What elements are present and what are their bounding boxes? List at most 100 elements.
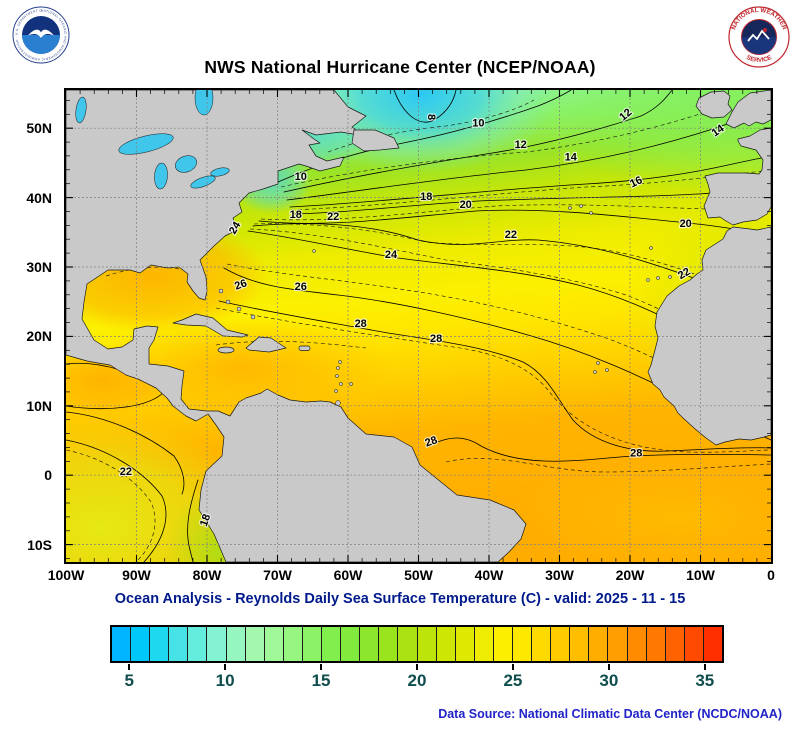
isotherm-22-pacific: [66, 439, 167, 562]
contour-label: 12: [515, 139, 527, 151]
colorbar-tick-label: 35: [695, 671, 715, 690]
colorbar-tick: [320, 664, 323, 670]
contour-label: 24: [385, 249, 398, 261]
colorbar-cell: [378, 627, 398, 661]
contour-label: 18: [198, 513, 213, 529]
isotherm-28-north: [218, 300, 771, 452]
contour-label: 10: [472, 117, 484, 129]
colorbar-cell: [244, 627, 264, 661]
y-axis-tick-label: 0: [44, 467, 52, 483]
colorbar-tick-label: 25: [503, 671, 523, 690]
colorbar-tick-label: 20: [407, 671, 427, 690]
colorbar-cell: [664, 627, 684, 661]
x-axis-tick-label: 60W: [333, 567, 363, 583]
map-frame: 8 10 10 12 12 14 14 16 18 18 18 20 20 22 22 22 22 24 24 26 2…: [64, 88, 773, 564]
contour-label: 26: [233, 277, 249, 292]
colorbar-tick: [703, 664, 706, 670]
axis-ticks: [66, 90, 771, 562]
y-axis-tick-label: 50N: [26, 120, 52, 136]
noaa-logo: NATIONAL OCEANIC AND ATMOSPHERIC ADMINIS…: [12, 6, 70, 64]
colorbar-tick-label: 5: [124, 671, 134, 690]
isotherm-26-pacific: [66, 411, 185, 495]
nws-graph-icon: [747, 29, 770, 42]
lake-superior: [118, 133, 174, 155]
colorbar: [110, 625, 724, 663]
nws-ring-bottom-text: SERVICE: [745, 54, 773, 64]
colorbar-cell: [168, 627, 188, 661]
y-axis-tick-label: 10N: [26, 398, 52, 414]
isotherm-8: [393, 90, 457, 123]
y-axis-tick-label: 20N: [26, 328, 52, 344]
contour-label: 28: [630, 448, 642, 460]
x-axis-tick-label: 100W: [47, 567, 85, 583]
x-axis-tick-label: 0: [767, 567, 775, 583]
lakes: [75, 90, 230, 190]
colorbar-cell: [683, 627, 703, 661]
contour-label: 28: [355, 318, 367, 330]
isotherm-18-pacific: [187, 479, 199, 562]
contour-label: 22: [505, 229, 517, 241]
contour-label: 20: [460, 199, 472, 211]
nws-emblem-lower: [741, 37, 777, 55]
colorbar-cell: [492, 627, 512, 661]
page-title: NWS National Hurricane Center (NCEP/NOAA…: [204, 57, 596, 77]
x-axis-tick-label: 70W: [263, 567, 292, 583]
colorbar-cell: [626, 627, 646, 661]
lake-michigan: [154, 162, 168, 190]
x-axis-tick-label: 30W: [545, 567, 574, 583]
lake-winnipeg: [75, 96, 87, 124]
colorbar-cell: [206, 627, 226, 661]
hispaniola-island: [245, 336, 287, 353]
map-caption: Ocean Analysis - Reynolds Daily Sea Surf…: [114, 591, 686, 607]
contour-label: 22: [327, 211, 339, 223]
colorbar-cell: [569, 627, 589, 661]
y-axis-tick-label: 30N: [26, 259, 52, 275]
colorbar-cell: [702, 627, 722, 661]
colorbar-cell: [187, 627, 207, 661]
colorbar-cell: [645, 627, 665, 661]
colorbar-cell: [263, 627, 283, 661]
colorbar-cell: [225, 627, 245, 661]
colorbar-cell: [149, 627, 169, 661]
colorbar-cell: [301, 627, 322, 661]
y-axis-tick-label: 10S: [27, 537, 52, 553]
contour-label: 8: [425, 114, 437, 120]
x-axis-tick-label: 90W: [122, 567, 151, 583]
x-axis-tick-label: 50W: [404, 567, 433, 583]
jamaica-island: [217, 346, 235, 354]
britain-landmass: [725, 90, 771, 129]
data-source-note: Data Source: National Climatic Data Cent…: [438, 707, 782, 721]
x-axis-labels: 100W 90W 80W 70W 60W 50W 40W 30W 20W 10W 0: [48, 567, 775, 585]
x-axis-tick-label: 80W: [192, 567, 222, 583]
colorbar-cell: [588, 627, 608, 661]
noaa-gull-icon: [28, 29, 54, 38]
puerto-rico-island: [298, 345, 311, 351]
colorbar-tick-label: 10: [215, 671, 235, 690]
colorbar-cell: [511, 627, 532, 661]
colorbar-cell: [550, 627, 570, 661]
colorbar-cell: [282, 627, 302, 661]
contour-label: 22: [120, 466, 132, 478]
contour-label: 14: [565, 151, 578, 163]
grid-lines: [66, 90, 771, 562]
colorbar-tick-label: 30: [599, 671, 619, 690]
x-axis-tick-label: 20W: [615, 567, 645, 583]
colorbar-cell: [435, 627, 455, 661]
europe-landmass: [703, 127, 771, 226]
colorbar-tick: [511, 664, 514, 670]
africa-landmass: [647, 226, 771, 446]
contour-label: 18: [420, 191, 432, 203]
colorbar-cell: [359, 627, 379, 661]
isotherm-20: [258, 209, 771, 236]
contour-label: 18: [290, 209, 302, 221]
contour-label: 20: [680, 218, 692, 230]
ireland-island: [695, 90, 733, 119]
contour-label: 26: [295, 281, 307, 293]
x-axis-tick-label: 40W: [474, 567, 504, 583]
lake-huron: [175, 155, 197, 173]
x-axis-tick-label: 10W: [686, 567, 715, 583]
nws-logo: NATIONAL WEATHER SERVICE: [728, 6, 790, 68]
colorbar-cell: [473, 627, 493, 661]
newfoundland-island: [351, 129, 400, 152]
